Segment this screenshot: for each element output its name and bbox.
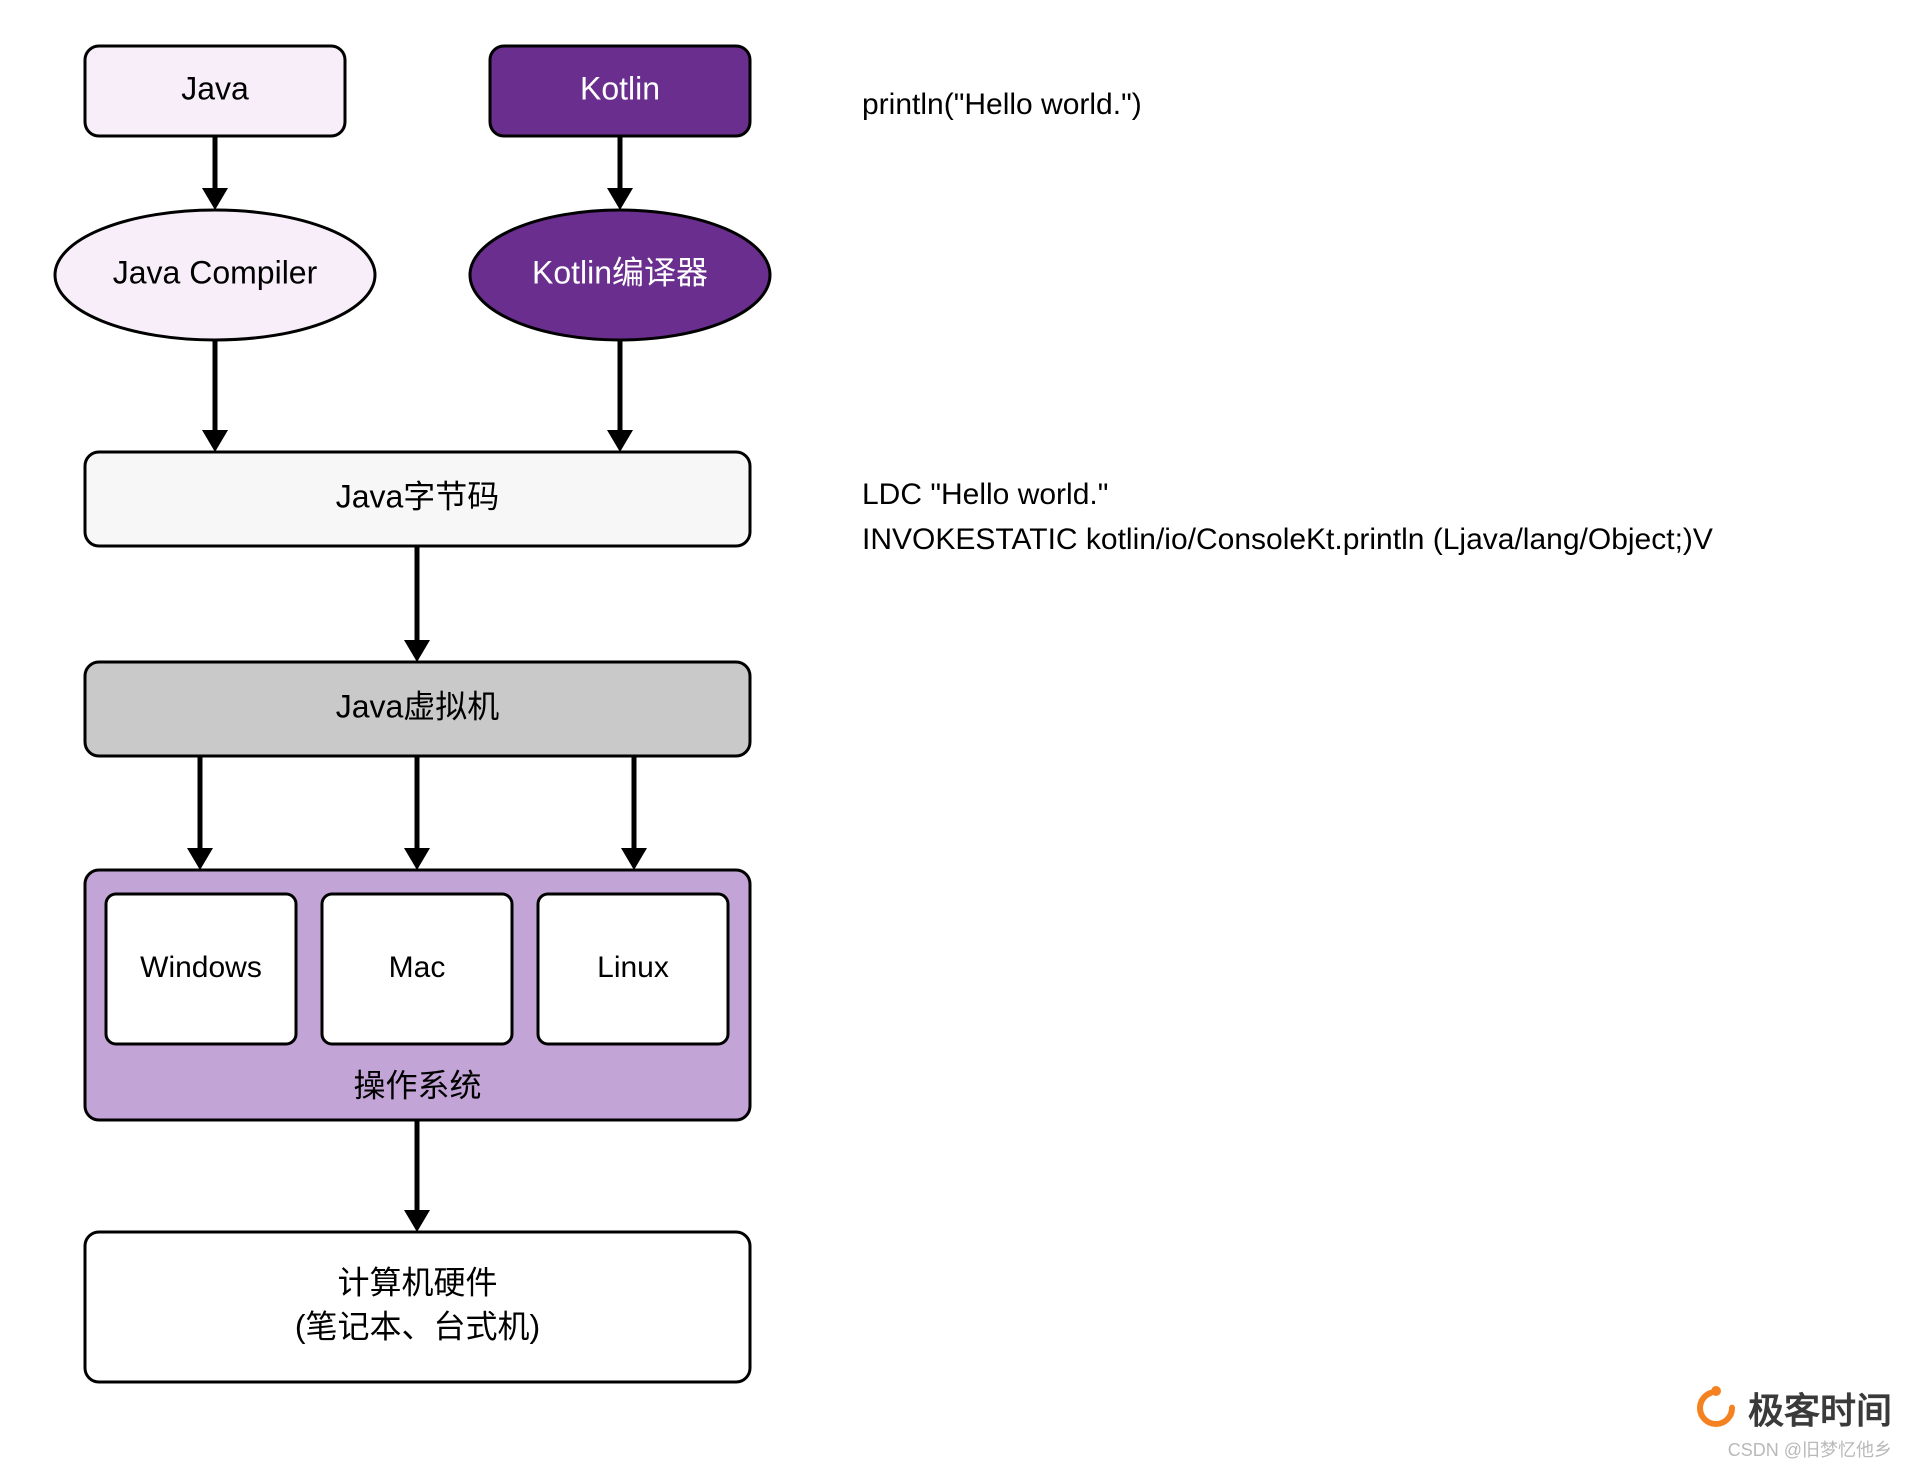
svg-text:Kotlin: Kotlin [580, 70, 660, 106]
svg-text:Windows: Windows [140, 951, 262, 984]
svg-text:(笔记本、台式机): (笔记本、台式机) [295, 1308, 540, 1344]
svg-text:Java: Java [181, 70, 249, 106]
svg-text:计算机硬件: 计算机硬件 [337, 1264, 497, 1300]
svg-text:Java Compiler: Java Compiler [113, 254, 318, 290]
svg-text:Mac: Mac [389, 951, 446, 984]
code-annotation-top: println("Hello world.") [862, 82, 1142, 127]
flow-diagram: Java Kotlin Java Compiler Kotlin编译器 Java字节码 J… [0, 0, 1920, 1480]
svg-text:操作系统: 操作系统 [353, 1067, 481, 1103]
code-annotation-mid: LDC "Hello world." INVOKESTATIC kotlin/i… [862, 472, 1713, 562]
svg-text:Linux: Linux [597, 951, 669, 984]
svg-text:Kotlin编译器: Kotlin编译器 [532, 254, 708, 290]
node-hardware [85, 1232, 750, 1382]
watermark-brand: 极客时间 [1748, 1382, 1892, 1434]
geektime-logo-icon [1694, 1386, 1738, 1430]
watermark: 极客时间 CSDN @旧梦忆他乡 [1694, 1382, 1892, 1462]
svg-text:Java字节码: Java字节码 [336, 478, 500, 514]
watermark-sub: CSDN @旧梦忆他乡 [1694, 1436, 1892, 1462]
svg-text:Java虚拟机: Java虚拟机 [336, 688, 500, 724]
